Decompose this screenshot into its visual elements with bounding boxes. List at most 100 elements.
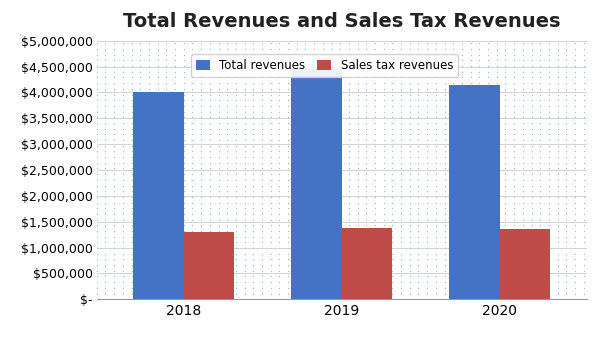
Point xyxy=(431,217,440,222)
Point xyxy=(344,200,354,205)
Point xyxy=(136,251,145,256)
Point xyxy=(126,234,136,239)
Point xyxy=(257,120,267,126)
Point xyxy=(92,143,102,149)
Point xyxy=(474,109,484,114)
Point xyxy=(257,262,267,268)
Point xyxy=(266,285,275,291)
Point xyxy=(396,268,406,273)
Point xyxy=(231,223,241,228)
Point xyxy=(561,171,571,177)
Point xyxy=(509,240,519,245)
Point xyxy=(561,63,571,69)
Point xyxy=(388,109,397,114)
Point xyxy=(126,245,136,251)
Point xyxy=(257,188,267,194)
Point xyxy=(379,46,388,52)
Point xyxy=(292,120,302,126)
Point xyxy=(301,154,310,160)
Point xyxy=(344,81,354,86)
Point xyxy=(422,98,432,103)
Point xyxy=(396,245,406,251)
Point xyxy=(153,69,163,74)
Point xyxy=(223,46,232,52)
Point xyxy=(309,132,319,137)
Point xyxy=(492,35,502,40)
Point xyxy=(509,81,519,86)
Point xyxy=(361,132,371,137)
Point xyxy=(457,240,467,245)
Point xyxy=(370,171,380,177)
Point xyxy=(205,98,215,103)
Point xyxy=(361,115,371,120)
Point xyxy=(422,279,432,285)
Point xyxy=(431,200,440,205)
Point xyxy=(162,274,171,279)
Point xyxy=(553,268,563,273)
Point xyxy=(162,35,171,40)
Point xyxy=(570,194,580,200)
Point xyxy=(196,296,206,302)
Point xyxy=(570,126,580,131)
Point xyxy=(570,211,580,217)
Point xyxy=(188,120,197,126)
Point xyxy=(309,285,319,291)
Point xyxy=(136,183,145,188)
Point xyxy=(205,126,215,131)
Point xyxy=(100,103,110,109)
Point xyxy=(318,126,328,131)
Point xyxy=(527,81,537,86)
Point xyxy=(379,183,388,188)
Point xyxy=(431,98,440,103)
Point xyxy=(344,69,354,74)
Point xyxy=(361,126,371,131)
Point xyxy=(570,69,580,74)
Point xyxy=(388,149,397,154)
Point xyxy=(448,137,458,143)
Point xyxy=(414,86,424,91)
Point xyxy=(318,46,328,52)
Point xyxy=(553,217,563,222)
Point xyxy=(223,86,232,91)
Point xyxy=(266,240,275,245)
Point xyxy=(100,245,110,251)
Point xyxy=(179,109,189,114)
Point xyxy=(457,63,467,69)
Point xyxy=(118,234,128,239)
Point xyxy=(544,92,554,97)
Point xyxy=(223,69,232,74)
Point xyxy=(266,75,275,80)
Point xyxy=(231,98,241,103)
Point xyxy=(474,223,484,228)
Point xyxy=(388,223,397,228)
Point xyxy=(240,160,249,166)
Point xyxy=(205,285,215,291)
Point xyxy=(100,166,110,171)
Point xyxy=(92,132,102,137)
Point xyxy=(518,58,528,63)
Point xyxy=(379,285,388,291)
Point xyxy=(205,63,215,69)
Point xyxy=(283,137,293,143)
Point xyxy=(144,109,154,114)
Point xyxy=(318,177,328,183)
Point xyxy=(92,35,102,40)
Point xyxy=(188,291,197,296)
Point xyxy=(474,194,484,200)
Point xyxy=(136,217,145,222)
Point xyxy=(457,160,467,166)
Point xyxy=(579,279,589,285)
Point xyxy=(527,274,537,279)
Point xyxy=(431,126,440,131)
Point xyxy=(422,245,432,251)
Point xyxy=(518,205,528,211)
Point xyxy=(527,109,537,114)
Point xyxy=(335,262,345,268)
Point xyxy=(327,205,336,211)
Point xyxy=(196,81,206,86)
Point xyxy=(561,154,571,160)
Point xyxy=(188,211,197,217)
Point xyxy=(448,81,458,86)
Point xyxy=(153,257,163,262)
Point xyxy=(379,154,388,160)
